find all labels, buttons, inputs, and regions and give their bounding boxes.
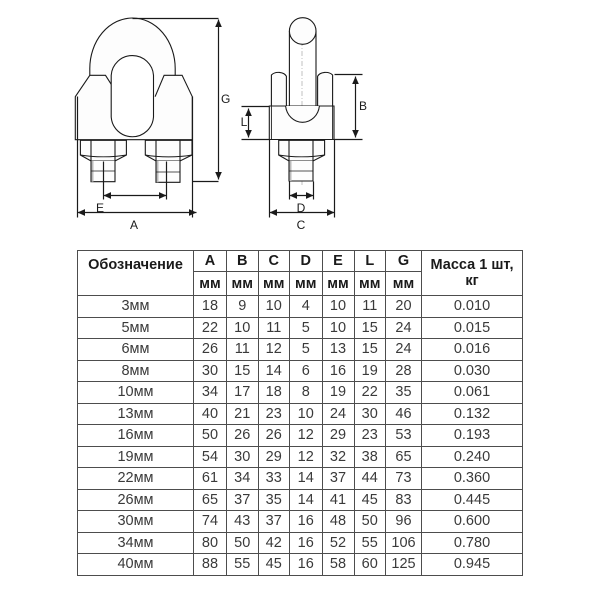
svg-text:B: B [359, 99, 367, 113]
svg-text:A: A [130, 218, 138, 232]
svg-text:D: D [297, 201, 306, 215]
svg-text:L: L [241, 115, 248, 129]
svg-text:C: C [297, 218, 306, 232]
svg-text:E: E [96, 201, 104, 215]
svg-text:G: G [221, 92, 230, 106]
